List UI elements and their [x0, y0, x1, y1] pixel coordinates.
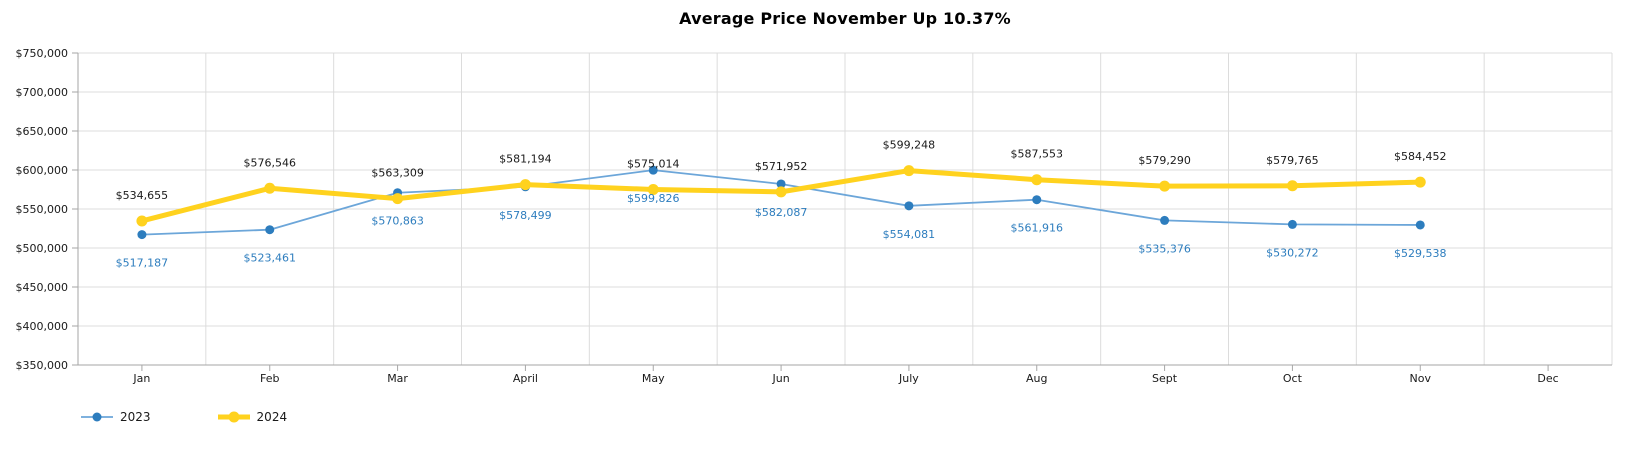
data-label-2023-Nov: $529,538 [1394, 247, 1447, 260]
x-axis-label-Feb: Feb [260, 372, 279, 385]
data-label-2023-April: $578,499 [499, 209, 552, 222]
legend-dot [228, 411, 240, 423]
y-axis-label: $350,000 [16, 359, 69, 372]
data-point-2024-Feb [264, 182, 276, 194]
x-axis-label-Jun: Jun [771, 372, 789, 385]
y-axis-label: $600,000 [16, 164, 69, 177]
data-label-2024-Feb: $576,546 [244, 156, 297, 169]
data-point-2023-Sept [1160, 215, 1170, 225]
data-label-2023-Sept: $535,376 [1138, 242, 1191, 255]
data-label-2024-Nov: $584,452 [1394, 150, 1447, 163]
data-point-2024-Sept [1159, 180, 1171, 192]
plot-area: $350,000 $400,000 $450,000 $500,000 $550,000… [16, 47, 1613, 385]
x-axis-label-Aug: Aug [1026, 372, 1047, 385]
data-label-2024-April: $581,194 [499, 153, 552, 166]
x-axis-label-Dec: Dec [1537, 372, 1558, 385]
data-point-2024-Oct [1286, 180, 1298, 192]
x-axis-label-Nov: Nov [1410, 372, 1432, 385]
legend-dot [92, 412, 102, 422]
x-axis-label-Oct: Oct [1283, 372, 1303, 385]
data-label-2023-Aug: $561,916 [1011, 222, 1064, 235]
x-axis-label-Sept: Sept [1152, 372, 1178, 385]
data-label-2023-July: $554,081 [883, 228, 936, 241]
data-point-2023-Feb [265, 225, 275, 235]
x-axis-label-May: May [642, 372, 665, 385]
data-label-2023-May: $599,826 [627, 192, 680, 205]
legend-item-2024[interactable]: 2024 [217, 410, 288, 424]
x-axis-label-Mar: Mar [387, 372, 408, 385]
data-label-2024-Mar: $563,309 [371, 167, 424, 180]
y-axis-label: $500,000 [16, 242, 69, 255]
data-point-2023-July [904, 201, 914, 211]
y-axis-label: $700,000 [16, 86, 69, 99]
x-axis-label-April: April [513, 372, 538, 385]
legend: 2023 2024 [80, 410, 287, 424]
data-label-2024-July: $599,248 [883, 139, 936, 152]
data-point-2024-July [903, 165, 915, 177]
legend-marker-2023-icon [81, 412, 113, 422]
data-point-2024-May [647, 183, 659, 195]
data-label-2024-Aug: $587,553 [1011, 148, 1064, 161]
x-axis-label-Jan: Jan [132, 372, 150, 385]
data-label-2023-Oct: $530,272 [1266, 246, 1319, 259]
data-point-2024-Jun [775, 186, 787, 198]
data-point-2024-Mar [392, 193, 404, 205]
data-label-2024-Jun: $571,952 [755, 160, 808, 173]
data-point-2023-Nov [1415, 220, 1425, 230]
y-axis-label: $550,000 [16, 203, 69, 216]
data-point-2023-Jun [776, 179, 786, 189]
legend-marker-2024-icon [217, 411, 250, 423]
data-label-2024-Oct: $579,765 [1266, 154, 1319, 167]
data-label-2023-Jan: $517,187 [116, 257, 169, 270]
x-axis-label-July: July [898, 372, 919, 385]
data-point-2024-Jan [136, 215, 148, 227]
data-point-2023-May [648, 165, 658, 175]
y-axis-label: $650,000 [16, 125, 69, 138]
data-point-2024-Aug [1031, 174, 1043, 186]
data-point-2024-Nov [1414, 176, 1426, 188]
data-point-2023-Aug [1032, 195, 1042, 205]
data-label-2024-Jan: $534,655 [116, 189, 169, 202]
data-point-2024-April [519, 179, 531, 191]
y-axis-label: $450,000 [16, 281, 69, 294]
legend-label-2023: 2023 [120, 410, 151, 424]
data-point-2023-Oct [1287, 219, 1297, 229]
legend-label-2024: 2024 [256, 410, 288, 424]
chart-title: Average Price November Up 10.37% [679, 9, 1011, 28]
data-label-2024-May: $575,014 [627, 157, 680, 170]
data-label-2023-Jun: $582,087 [755, 206, 808, 219]
legend-item-2023[interactable]: 2023 [80, 410, 151, 424]
data-label-2024-Sept: $579,290 [1138, 154, 1191, 167]
y-axis-label: $400,000 [16, 320, 69, 333]
y-axis-label: $750,000 [16, 47, 69, 60]
data-point-2023-Jan [137, 230, 147, 240]
data-label-2023-Mar: $570,863 [371, 215, 424, 228]
data-label-2023-Feb: $523,461 [244, 252, 297, 265]
